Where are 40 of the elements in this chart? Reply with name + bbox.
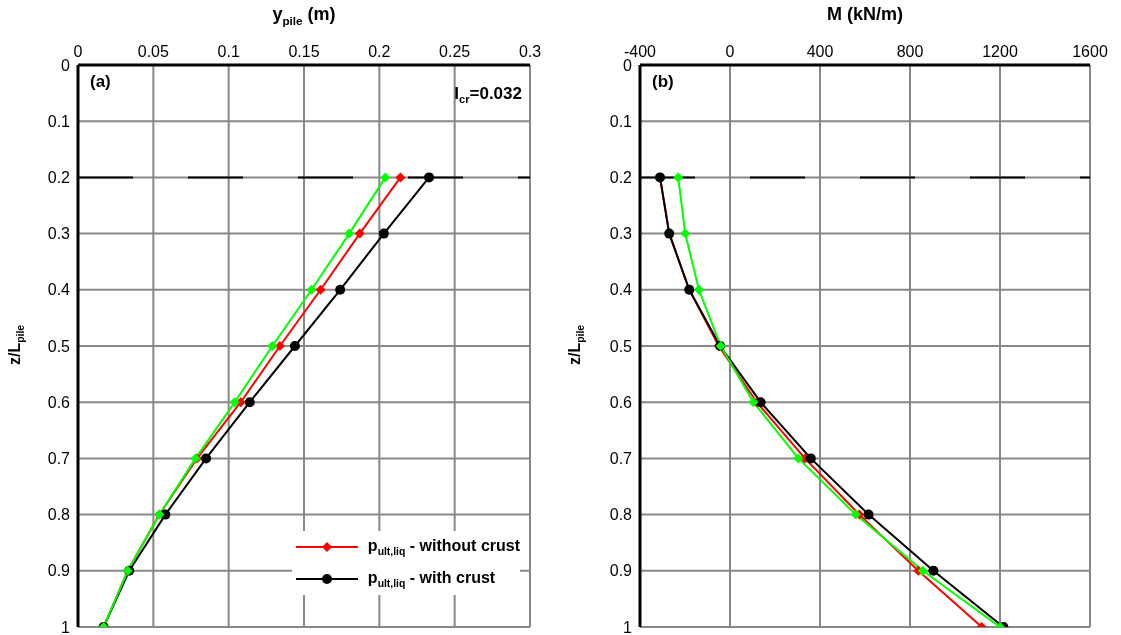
y-tick-label: 1	[623, 618, 633, 635]
x-tick-label: 1600	[1072, 43, 1108, 60]
y-tick-label: 0.6	[47, 393, 71, 411]
annotation: I$_{cr}$=0.032	[454, 84, 522, 106]
y-tick-label: 0	[61, 56, 71, 74]
x-tick-label: 0.25	[439, 43, 471, 60]
y-tick-label: 0.6	[609, 393, 633, 411]
y-tick-label: 1	[61, 618, 71, 635]
y-tick-label: 0.2	[609, 169, 633, 187]
x-tick-label: 0	[73, 43, 83, 60]
x-tick-label: 0.3	[518, 43, 542, 60]
legend-label: p$_{ult,liq}$ - with crust	[367, 568, 496, 590]
x-tick-label: 800	[896, 43, 924, 60]
x-axis-title: y$_{pile}$ (m)	[272, 4, 336, 27]
annotation: (a)	[90, 72, 111, 91]
x-tick-label: 1200	[982, 43, 1018, 60]
y-tick-label: 0.4	[47, 281, 71, 299]
x-tick-label: 0.1	[217, 43, 240, 60]
y-tick-label: 0.9	[47, 562, 71, 580]
x-tick-label: 0.2	[368, 43, 391, 60]
y-tick-label: 0.7	[609, 450, 633, 468]
x-tick-label: 400	[806, 43, 834, 60]
y-tick-label: 0.7	[47, 450, 71, 468]
x-tick-label: 0.05	[137, 43, 170, 60]
legend-label: p$_{ult,liq}$ - without crust	[367, 536, 520, 558]
y-tick-label: 0.5	[609, 337, 633, 355]
y-tick-label: 0.4	[609, 281, 633, 299]
annotation: (b)	[652, 72, 674, 91]
y-tick-label: 0.1	[609, 112, 633, 130]
x-axis-title: M (kN/m)	[827, 4, 903, 24]
y-tick-label: 0.3	[47, 225, 71, 243]
y-tick-label: 0.5	[47, 337, 71, 355]
x-tick-label: 0	[725, 43, 735, 60]
x-tick-label: 0.15	[288, 43, 320, 60]
y-tick-label: 0.3	[609, 225, 633, 243]
y-tick-label: 0.2	[47, 169, 71, 187]
y-tick-label: 0.1	[47, 112, 71, 130]
y-tick-label: 0.8	[47, 506, 71, 524]
y-tick-label: 0.9	[609, 562, 633, 580]
y-tick-label: 0.8	[609, 506, 633, 524]
